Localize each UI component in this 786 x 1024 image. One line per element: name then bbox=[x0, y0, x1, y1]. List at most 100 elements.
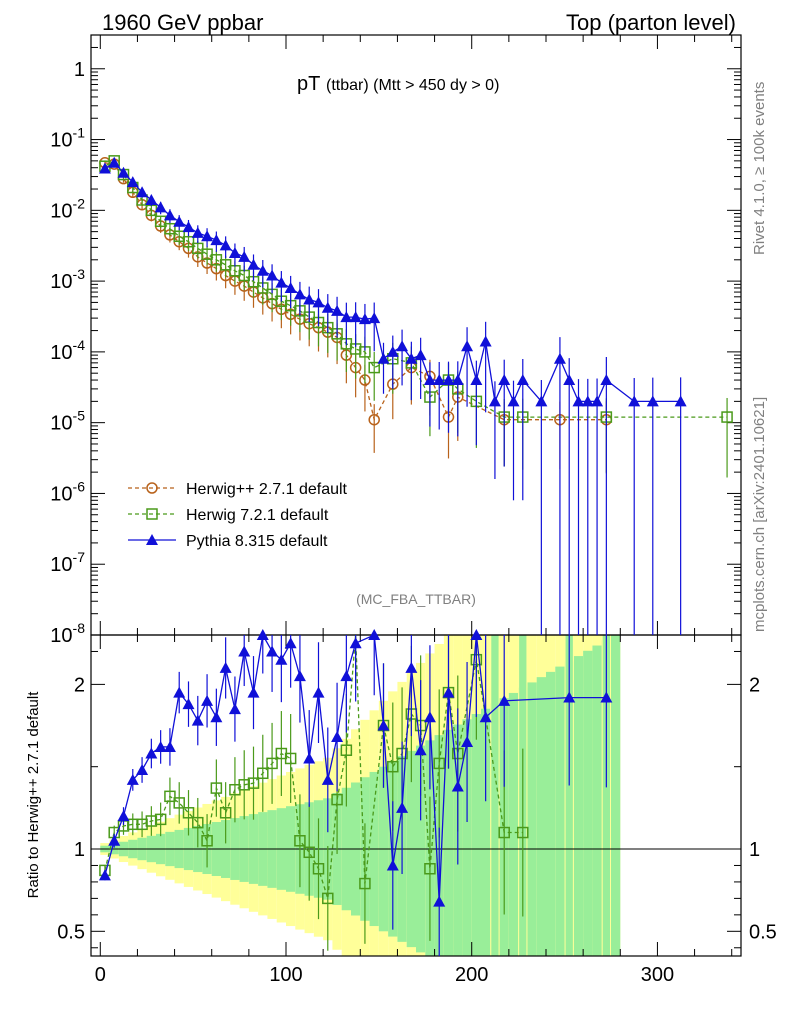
legend-item: Pythia 8.315 default bbox=[128, 533, 328, 550]
ratio-point bbox=[433, 757, 445, 770]
data-point bbox=[377, 352, 390, 364]
legend-label: Herwig++ 2.7.1 default bbox=[186, 481, 348, 498]
ratio-point bbox=[498, 826, 510, 839]
ratio-point bbox=[266, 645, 279, 657]
ratio-point bbox=[303, 752, 316, 764]
ratio-point bbox=[423, 711, 436, 723]
ratio-point bbox=[266, 757, 278, 770]
ratio-point bbox=[247, 686, 260, 698]
data-point bbox=[368, 413, 380, 426]
data-point bbox=[442, 374, 455, 386]
data-point bbox=[646, 395, 659, 407]
x-tick-label: 200 bbox=[455, 964, 488, 986]
data-point bbox=[433, 374, 446, 386]
data-point bbox=[572, 395, 585, 407]
ratio-point bbox=[312, 686, 325, 698]
ratio-point bbox=[275, 653, 288, 665]
data-point bbox=[396, 340, 409, 352]
plot-title-main: pT bbox=[297, 73, 320, 95]
band-green bbox=[573, 656, 584, 956]
legend: Herwig++ 2.7.1 default Herwig 7.2.1 defau… bbox=[128, 481, 348, 550]
band-green bbox=[611, 635, 621, 956]
ratio-point bbox=[294, 835, 306, 847]
ratio-point bbox=[284, 752, 297, 765]
ratio-point bbox=[498, 694, 511, 706]
ratio-point bbox=[563, 691, 576, 703]
band-green bbox=[471, 714, 481, 956]
ratio-plot-frame bbox=[90, 634, 742, 957]
data-point bbox=[238, 250, 251, 262]
band-green bbox=[536, 677, 546, 956]
ratio-point bbox=[479, 711, 492, 723]
data-point bbox=[126, 176, 139, 188]
ratio-point bbox=[451, 780, 464, 792]
ratio-point bbox=[387, 760, 399, 773]
series-line bbox=[104, 162, 607, 422]
ratio-point bbox=[461, 736, 474, 747]
data-point bbox=[331, 304, 344, 316]
data-point bbox=[498, 374, 511, 386]
data-point bbox=[164, 222, 176, 235]
data-point bbox=[108, 156, 121, 168]
band-green bbox=[481, 708, 491, 956]
y-tick-label: 10-1 bbox=[50, 125, 85, 152]
ratio-point bbox=[98, 869, 111, 881]
data-point bbox=[591, 395, 604, 407]
data-point bbox=[154, 201, 167, 213]
y-tick-label: 10-8 bbox=[50, 620, 85, 647]
legend-item: Herwig 7.2.1 default bbox=[128, 507, 329, 524]
data-point bbox=[173, 215, 186, 227]
band-green bbox=[443, 729, 454, 956]
ratio-point bbox=[349, 637, 362, 649]
data-point bbox=[461, 340, 474, 352]
data-point bbox=[219, 259, 232, 271]
data-point bbox=[581, 395, 594, 407]
analysis-label: (MC_FBA_TTBAR) bbox=[356, 591, 476, 607]
y-tick-label: 1 bbox=[74, 59, 85, 81]
legend-label: Pythia 8.315 default bbox=[186, 533, 328, 550]
data-point bbox=[423, 374, 436, 386]
band-green bbox=[583, 650, 593, 956]
data-point bbox=[600, 374, 613, 386]
band-green bbox=[546, 671, 556, 956]
ratio-point bbox=[368, 629, 381, 640]
ratio-point bbox=[201, 694, 214, 706]
ratio-point bbox=[154, 813, 167, 826]
data-point bbox=[563, 374, 576, 386]
x-tick-label: 100 bbox=[269, 964, 302, 986]
data-point bbox=[349, 311, 362, 323]
legend-label: Herwig 7.2.1 default bbox=[186, 507, 329, 524]
ratio-point bbox=[256, 629, 269, 640]
data-point bbox=[507, 395, 520, 407]
y-tick-label: 10-6 bbox=[50, 478, 85, 505]
process-label: Top (parton level) bbox=[566, 10, 736, 35]
legend-marker bbox=[146, 482, 158, 494]
ratio-point bbox=[126, 773, 139, 785]
ratio-point bbox=[331, 731, 344, 743]
band-green bbox=[555, 666, 565, 956]
ratio-tick-label-left: 1 bbox=[74, 839, 85, 861]
ratio-point bbox=[303, 846, 315, 859]
ratio-point bbox=[340, 744, 353, 756]
ratio-point bbox=[359, 877, 371, 890]
ratio-tick-label-left: 2 bbox=[74, 674, 85, 696]
ratio-point bbox=[173, 686, 186, 698]
ratio-series-pythia8 bbox=[98, 629, 613, 956]
data-point bbox=[312, 296, 325, 308]
ratio-point bbox=[284, 637, 297, 649]
data-point bbox=[303, 293, 316, 305]
band-green bbox=[592, 645, 602, 956]
band-green bbox=[565, 635, 573, 956]
ratio-point bbox=[517, 826, 529, 839]
ratio-point bbox=[257, 767, 269, 780]
data-point bbox=[293, 288, 306, 300]
ratio-series bbox=[98, 629, 613, 956]
data-point bbox=[358, 313, 371, 325]
data-point bbox=[219, 239, 232, 251]
y-tick-label: 10-4 bbox=[50, 337, 85, 364]
data-point bbox=[368, 312, 381, 324]
data-point bbox=[163, 209, 176, 221]
ratio-point bbox=[210, 711, 223, 723]
ratio-point bbox=[228, 703, 241, 715]
main-series bbox=[98, 155, 733, 635]
